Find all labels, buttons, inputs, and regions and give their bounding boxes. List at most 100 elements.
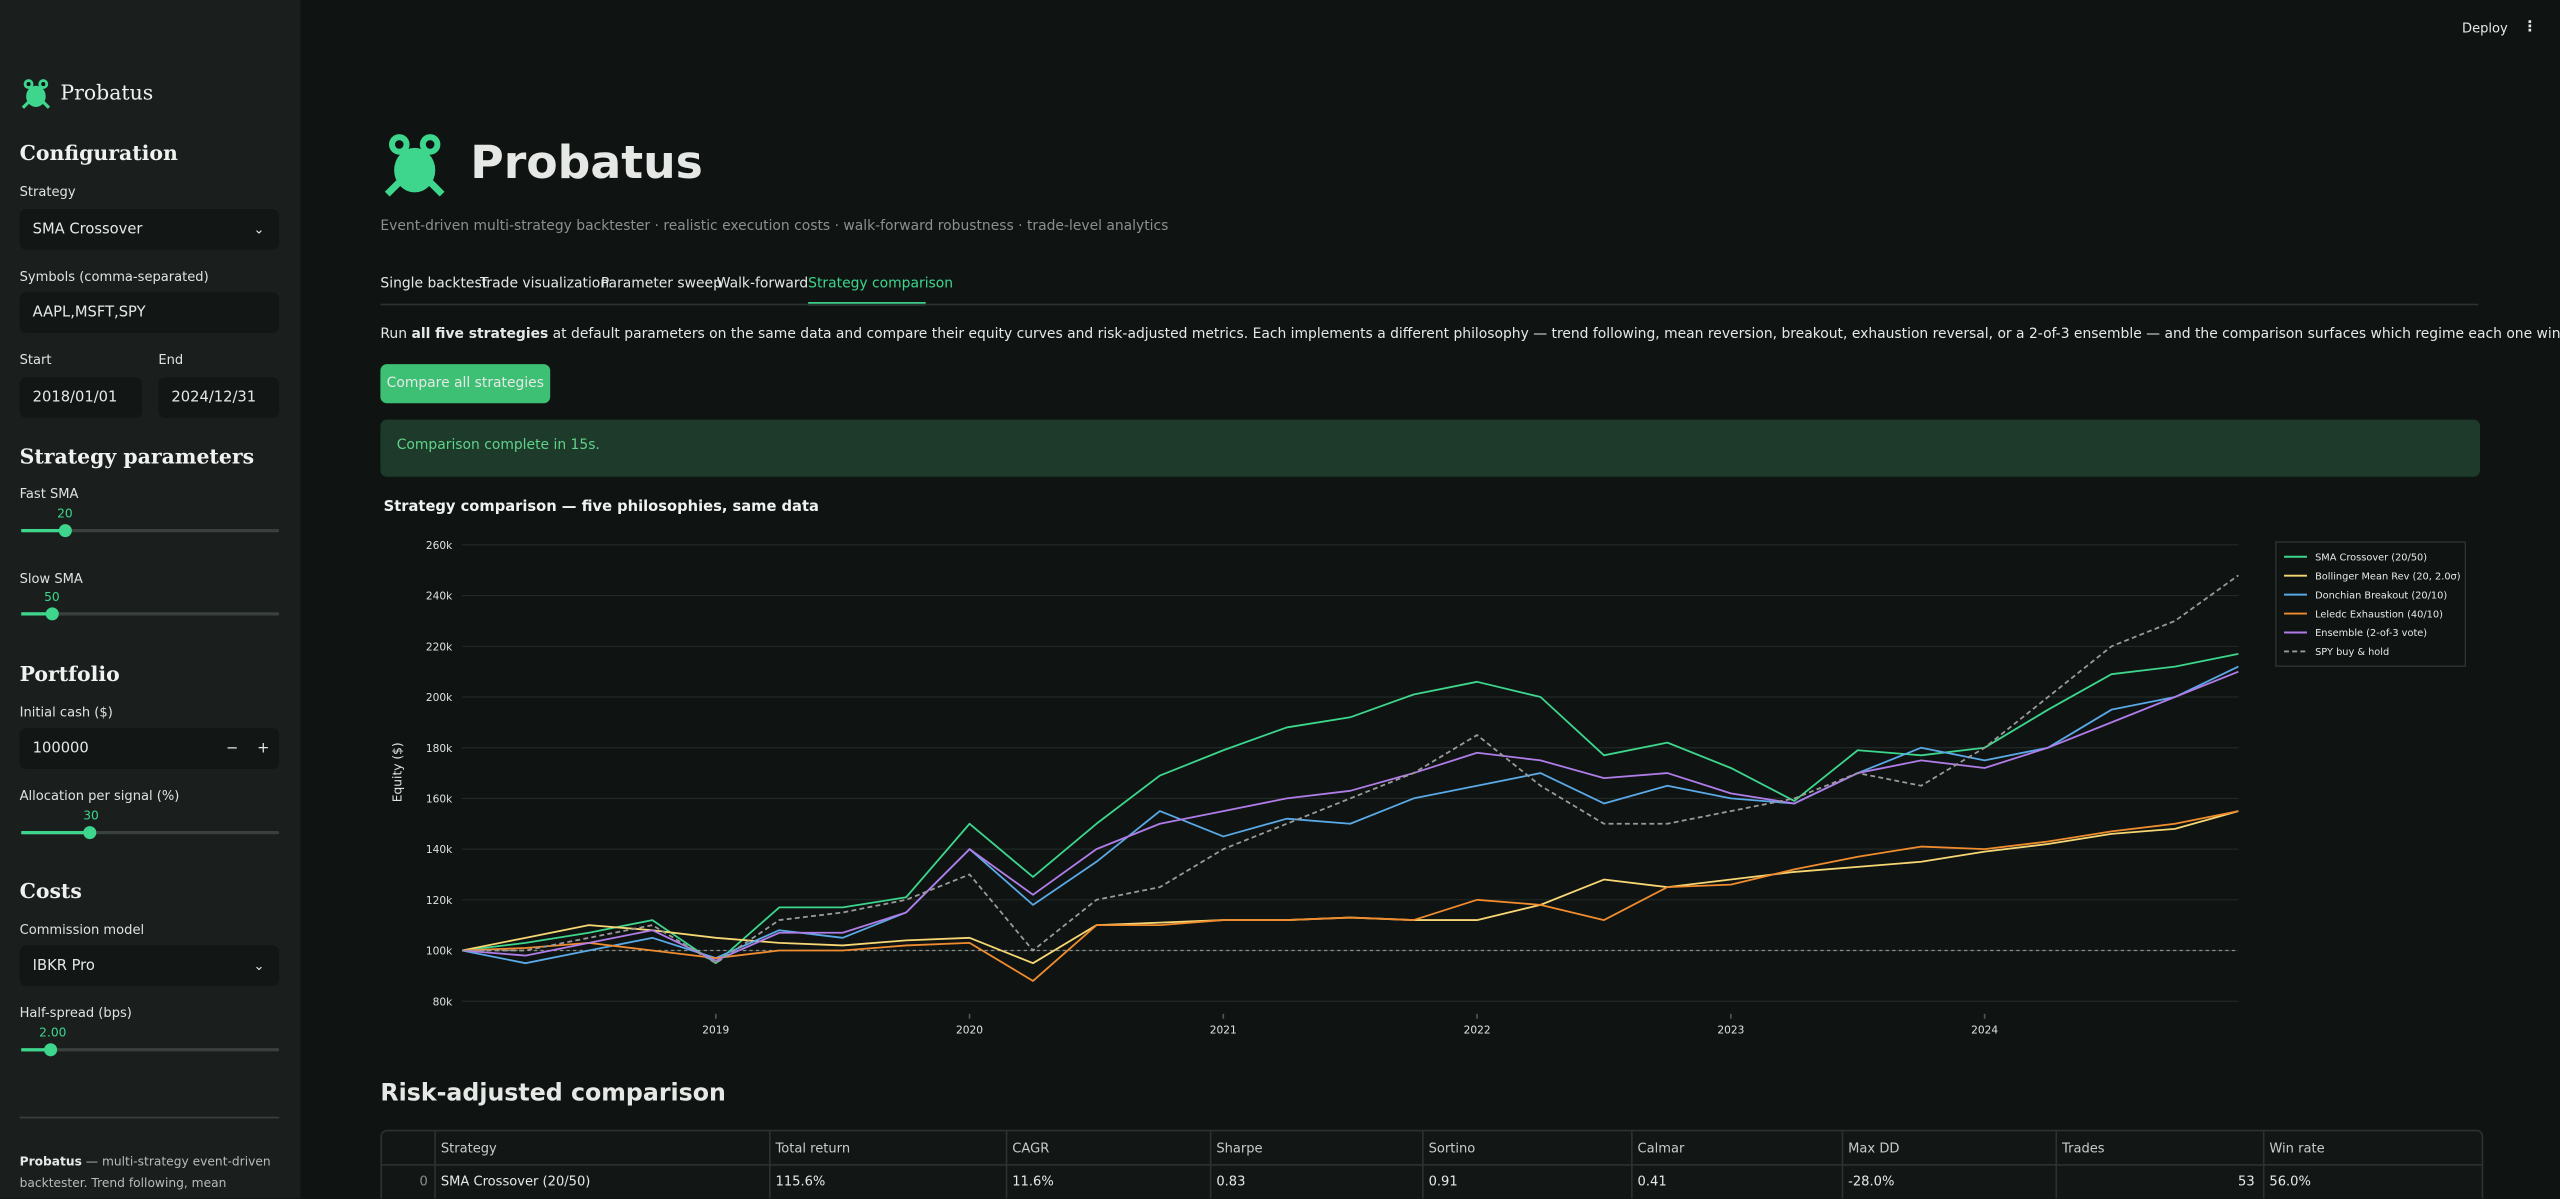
heading: Configuration — [19, 140, 178, 165]
column-header: Total return — [775, 1141, 851, 1156]
legend-label: Bollinger Mean Rev (20, 2.0σ) — [2315, 571, 2461, 582]
legend-label: Leledc Exhaustion (40/10) — [2315, 609, 2443, 620]
label: Allocation per signal (%) — [19, 788, 180, 804]
tab[interactable]: Walk-forward — [716, 275, 809, 293]
label: Symbols (comma-separated) — [19, 269, 209, 285]
text-input[interactable]: AAPL,MSFT,SPY — [19, 292, 280, 334]
input-value: 2024/12/31 — [171, 389, 257, 406]
column-divider — [1631, 1131, 1633, 1199]
chart: Strategy comparison — five philosophies,… — [384, 498, 2466, 1036]
tab-divider — [380, 303, 2479, 306]
tab[interactable]: Single backtest — [380, 275, 488, 293]
x-tick-label: 2021 — [1210, 1023, 1237, 1036]
label: Slow SMA — [19, 571, 83, 587]
y-tick-label: 220k — [426, 640, 453, 653]
slider-value: 2.00 — [39, 1025, 67, 1040]
date-input[interactable]: 2024/12/31 — [158, 377, 280, 418]
column-divider — [1005, 1131, 1008, 1199]
y-tick-label: 120k — [426, 894, 453, 907]
slider-value: 50 — [44, 589, 60, 605]
heading: Portfolio — [19, 661, 120, 686]
legend-label: Ensemble (2-of-3 vote) — [2315, 628, 2427, 639]
legend-label: SMA Crossover (20/50) — [2315, 552, 2427, 563]
sidebar-footer: Probatus — multi-strategy event-driven b… — [20, 1151, 281, 1198]
column-divider — [1841, 1131, 1844, 1199]
select[interactable]: IBKR Pro ⌄ — [19, 945, 280, 987]
increment[interactable]: + — [257, 740, 270, 757]
input-value: 2018/01/01 — [32, 389, 118, 406]
column-header: Strategy — [440, 1141, 497, 1156]
column-divider — [768, 1131, 771, 1199]
x-tick-label: 2019 — [702, 1023, 729, 1036]
series-line — [461, 665, 2239, 965]
intro-bold: all five strategies — [411, 326, 549, 343]
intro-text: at default parameters on the same data a… — [548, 326, 2560, 343]
column-header: Calmar — [1637, 1141, 1685, 1156]
x-tick-label: 2024 — [1971, 1023, 1998, 1036]
table-cell: 56.0% — [2269, 1173, 2311, 1189]
column-divider — [1422, 1131, 1424, 1199]
column-header: Sortino — [1428, 1141, 1476, 1156]
y-tick-label: 180k — [426, 742, 453, 755]
label: Initial cash ($) — [19, 705, 113, 720]
label: Fast SMA — [19, 486, 79, 502]
table: Strategy Total return CAGR Sharpe Sortino Cal… — [380, 1129, 2484, 1199]
slider[interactable] — [21, 1043, 280, 1057]
sidebar: Probatus Configuration Strategy SMA Cros… — [0, 0, 301, 1199]
column-divider — [1209, 1131, 1212, 1199]
heading: Costs — [19, 878, 82, 903]
y-tick-label: 80k — [433, 995, 454, 1008]
slider[interactable] — [21, 826, 280, 840]
column-divider — [2055, 1131, 2058, 1199]
column-header: Trades — [2062, 1141, 2105, 1156]
column-header: Max DD — [1848, 1141, 1900, 1156]
chart-title: Strategy comparison — five philosophies,… — [384, 498, 819, 515]
table-cell: 0.91 — [1428, 1173, 1458, 1189]
slider[interactable] — [21, 524, 280, 538]
table-header-row — [382, 1164, 2482, 1166]
decrement[interactable]: − — [226, 740, 239, 757]
column-header: CAGR — [1012, 1141, 1050, 1156]
y-tick-label: 240k — [426, 590, 453, 603]
legend-label: SPY buy & hold — [2315, 647, 2389, 658]
deploy-button[interactable]: Deploy — [2462, 21, 2508, 36]
legend-box — [2275, 541, 2466, 667]
menu-button[interactable]: ⋮ — [2522, 19, 2538, 36]
slider[interactable] — [21, 607, 280, 621]
label: Strategy — [19, 184, 76, 200]
label: Commission model — [19, 922, 145, 938]
label: Start — [19, 352, 52, 368]
column-divider — [2262, 1131, 2265, 1199]
input-value: 100000 — [32, 740, 89, 757]
input-value: AAPL,MSFT,SPY — [32, 304, 146, 321]
series-line — [462, 810, 2239, 982]
table-cell: 0.83 — [1216, 1173, 1246, 1189]
y-tick-label: 160k — [426, 792, 453, 805]
number-input[interactable]: 100000 − + — [19, 728, 280, 769]
series-line — [461, 670, 2239, 962]
intro-text: Run — [380, 326, 412, 343]
select[interactable]: SMA Crossover ⌄ — [19, 208, 280, 250]
table-cell: 11.6% — [1012, 1173, 1054, 1189]
status-box — [380, 419, 2480, 477]
status-text: Comparison complete in 15s. — [396, 437, 600, 454]
brand: Probatus — [60, 80, 154, 105]
x-tick-label: 2022 — [1464, 1023, 1491, 1036]
tab[interactable]: Trade visualization — [479, 275, 610, 293]
tab[interactable]: Parameter sweep — [600, 275, 722, 293]
compare-button[interactable]: Compare all strategies — [380, 364, 551, 404]
divider — [19, 1116, 280, 1119]
date-input[interactable]: 2018/01/01 — [19, 377, 143, 418]
logo — [21, 79, 51, 109]
table-cell: SMA Crossover (20/50) — [440, 1173, 591, 1189]
select-value: IBKR Pro — [32, 957, 95, 974]
column-divider — [434, 1131, 436, 1199]
row-index: 0 — [419, 1173, 428, 1189]
y-tick-label: 200k — [426, 691, 453, 704]
series-line — [462, 574, 2239, 965]
tab[interactable]: Strategy comparison — [808, 275, 954, 293]
intro: Run all five strategies at default param… — [380, 327, 2560, 343]
section-heading: Risk-adjusted comparison — [380, 1080, 726, 1107]
